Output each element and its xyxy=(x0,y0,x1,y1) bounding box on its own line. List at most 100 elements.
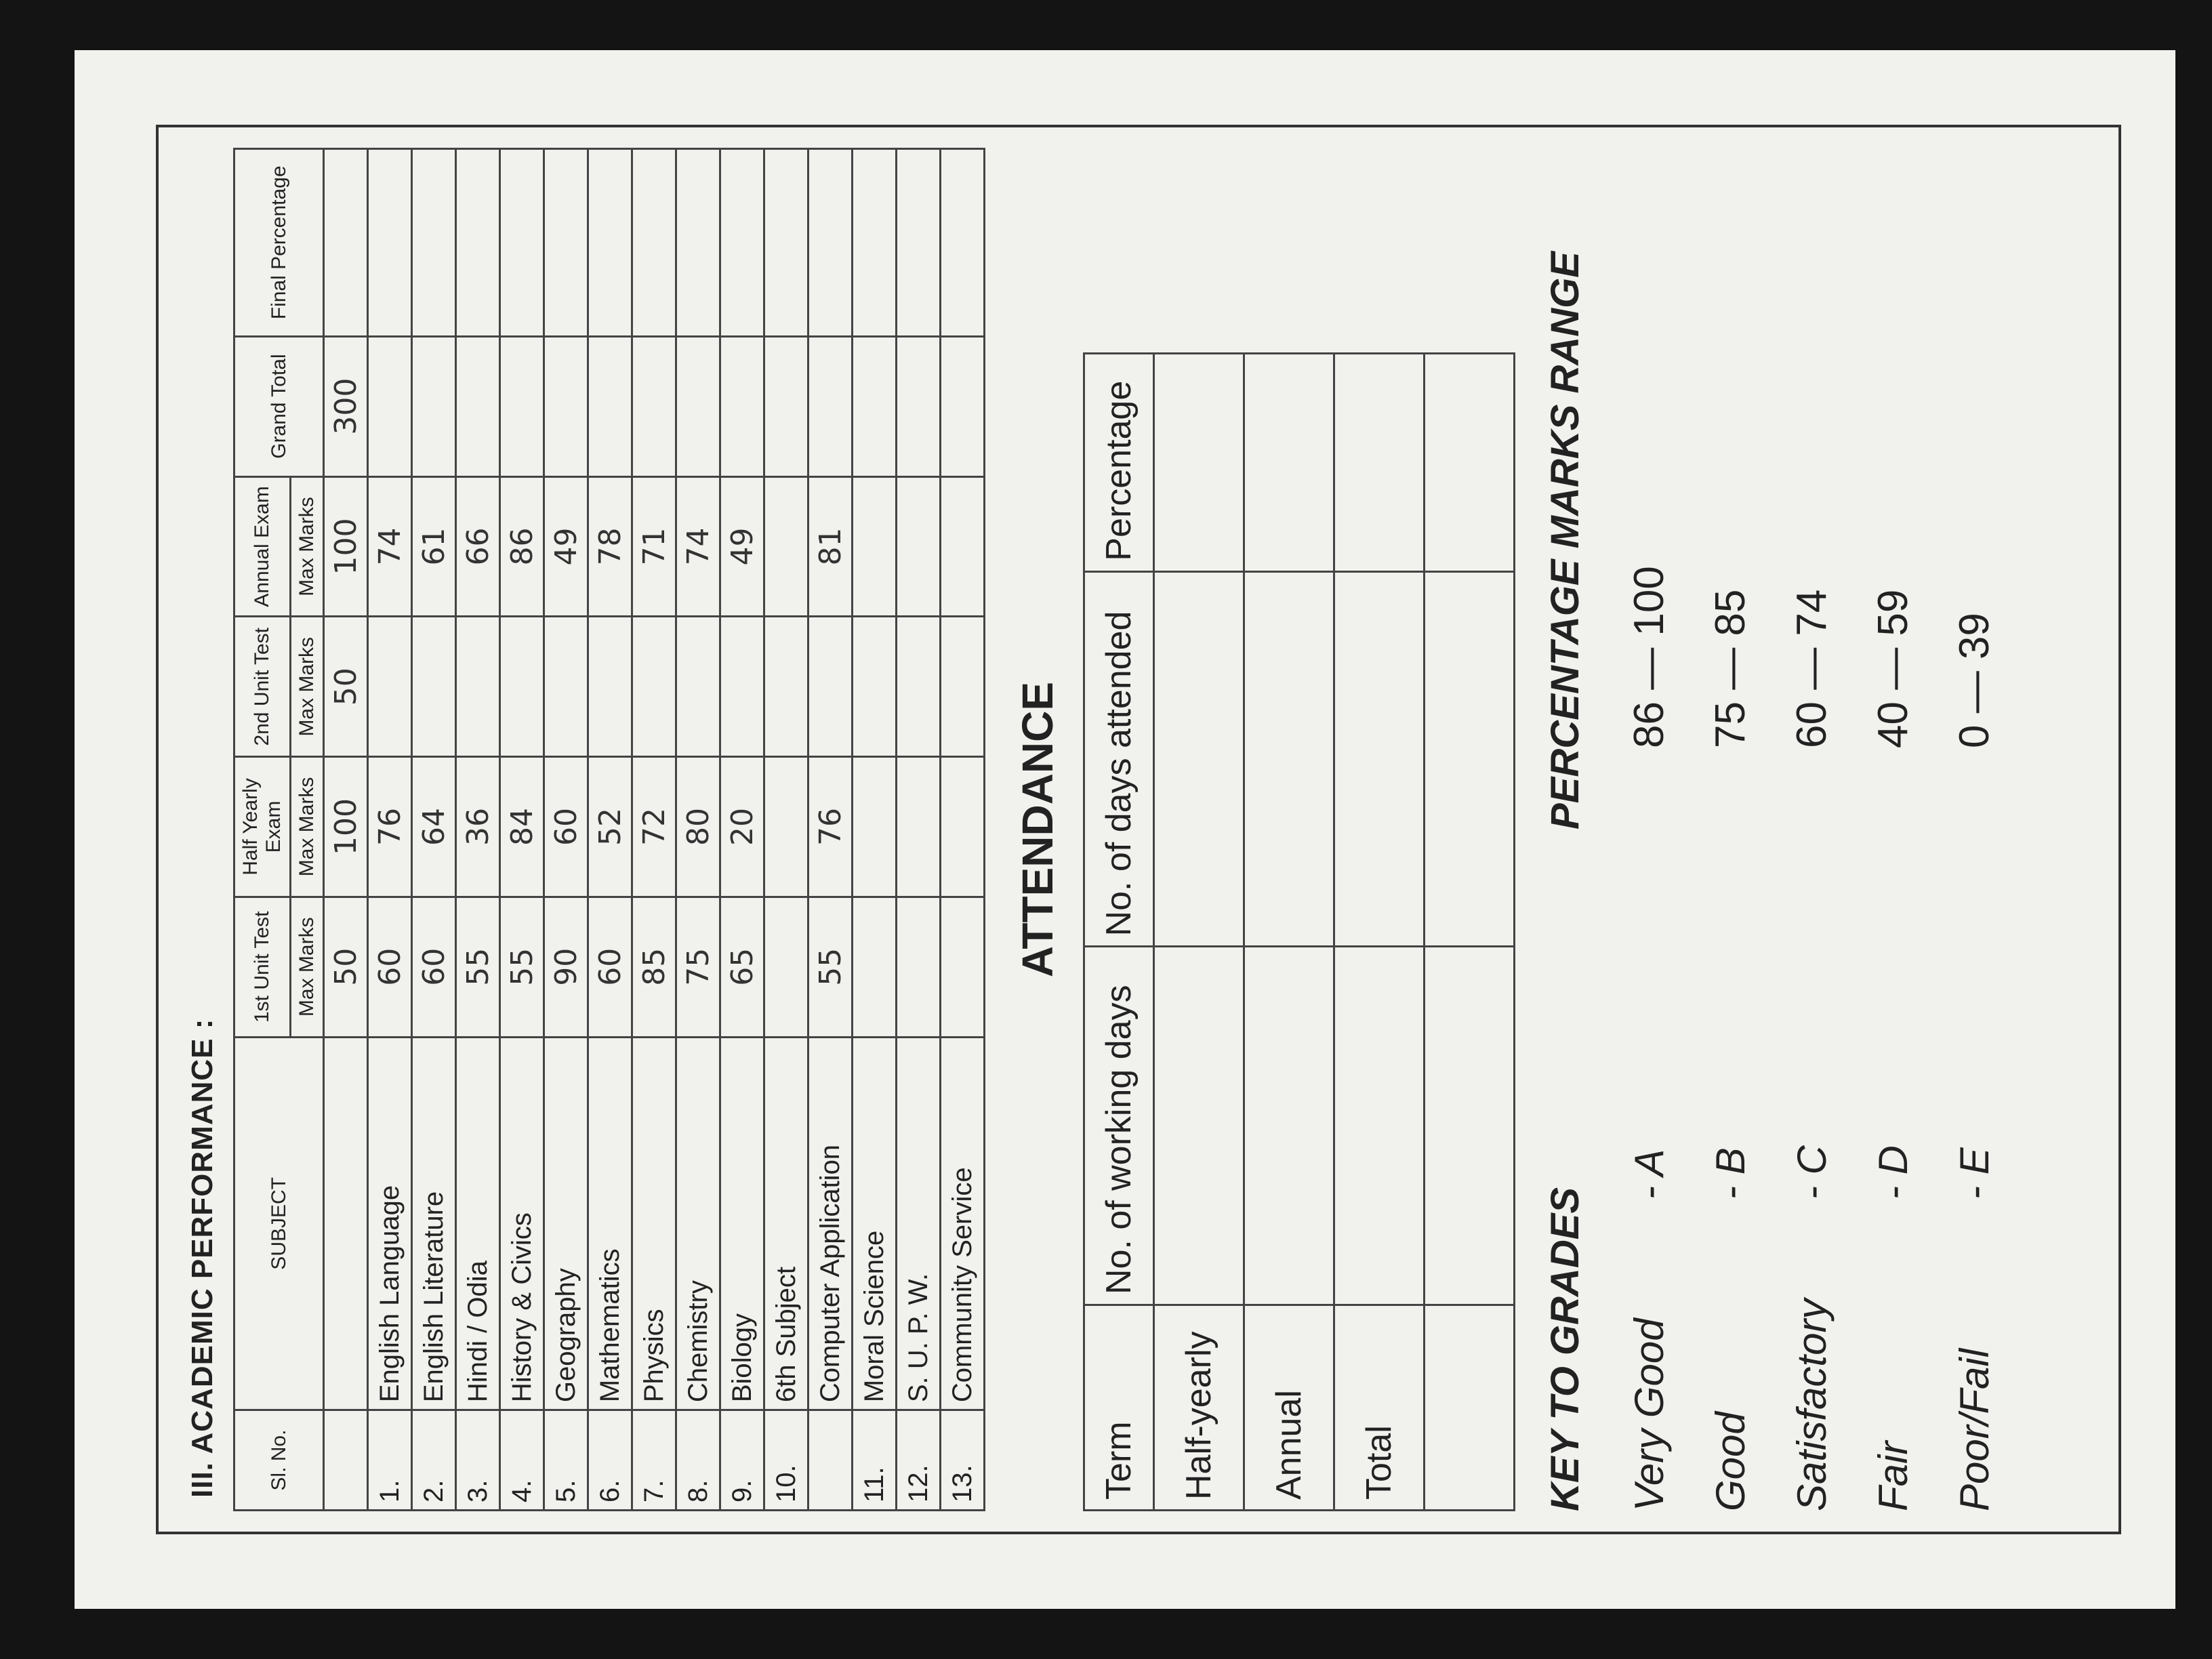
key-title: KEY TO GRADES xyxy=(1543,1187,1587,1511)
range: 60 — 74 xyxy=(1788,589,1835,748)
grade-letter: - C xyxy=(1788,1145,1835,1200)
cell xyxy=(367,616,412,757)
cell xyxy=(940,616,985,757)
mark: 81 xyxy=(808,476,853,617)
blank xyxy=(323,1410,368,1511)
grade-label: Good xyxy=(1707,1412,1753,1511)
column-header: No. of working days xyxy=(1084,946,1154,1305)
range: 40 — 59 xyxy=(1869,589,1917,748)
cell xyxy=(676,148,720,337)
subject-row: 12. S. U. P. W. xyxy=(896,148,941,1511)
cell xyxy=(1244,946,1334,1305)
subject-row: 8. Chemistry 75 80 74 xyxy=(676,148,720,1511)
mark: 71 xyxy=(632,476,676,617)
grade-row: Poor/Fail - E xyxy=(1933,830,2015,1511)
blank xyxy=(323,148,368,337)
cell xyxy=(499,148,544,337)
column-header: Percentage xyxy=(1084,353,1154,572)
report-sheet: III. ACADEMIC PERFORMANCE : Sl. No. SUBJE… xyxy=(75,50,2175,1609)
subject-row: 4. History & Civics 55 84 86 xyxy=(499,148,544,1511)
mark: 49 xyxy=(544,476,588,617)
mark: 60 xyxy=(544,756,588,897)
cell xyxy=(455,336,500,477)
column-header: 2nd Unit Test xyxy=(234,616,291,757)
term: Half-yearly xyxy=(1153,1305,1244,1511)
mark: 60 xyxy=(367,897,412,1038)
subject: Physics xyxy=(632,1037,676,1410)
cell xyxy=(1424,353,1515,572)
subject-row: 5. Geography 90 60 49 xyxy=(544,148,588,1511)
cell xyxy=(544,336,588,477)
term-row: Total xyxy=(1334,353,1425,1511)
section-title: III. ACADEMIC PERFORMANCE : xyxy=(186,1018,219,1498)
grade-column: KEY TO GRADES Very Good - A Good - B Satisfac… xyxy=(1542,830,2015,1511)
cell xyxy=(1334,571,1425,947)
serial-no: 6. xyxy=(588,1410,632,1511)
grade-label: Very Good xyxy=(1626,1318,1672,1511)
cell xyxy=(1424,1305,1515,1511)
cell xyxy=(764,616,808,757)
cell xyxy=(896,336,941,477)
subject: S. U. P. W. xyxy=(896,1037,941,1410)
subject: Geography xyxy=(544,1037,588,1410)
cell xyxy=(1334,353,1425,572)
range-row: 75 — 85 xyxy=(1689,148,1771,830)
frame: III. ACADEMIC PERFORMANCE : Sl. No. SUBJE… xyxy=(156,125,2121,1534)
cell xyxy=(676,616,720,757)
cell xyxy=(1334,946,1425,1305)
cell xyxy=(720,148,764,337)
subject-row: 10. 6th Subject xyxy=(764,148,808,1511)
cell xyxy=(1244,353,1334,572)
mark: 52 xyxy=(588,756,632,897)
cell xyxy=(1153,353,1244,572)
range: 86 — 100 xyxy=(1625,566,1673,748)
cell xyxy=(852,476,897,617)
cell xyxy=(764,756,808,897)
serial-no: 1. xyxy=(367,1410,412,1511)
serial-no: 7. xyxy=(632,1410,676,1511)
grade-label: Satisfactory xyxy=(1788,1298,1835,1511)
marks-table: Sl. No. SUBJECT 1st Unit Test Half Yearly E… xyxy=(233,148,985,1511)
column-header: No. of days attended xyxy=(1084,571,1154,947)
range-title: PERCENTAGE MARKS RANGE xyxy=(1543,251,1587,830)
mark: 20 xyxy=(720,756,764,897)
subject-row: 9. Biology 65 20 49 xyxy=(720,148,764,1511)
mark: 61 xyxy=(411,476,456,617)
cell xyxy=(411,616,456,757)
column-header: Final Percentage xyxy=(234,148,324,337)
serial-no: 8. xyxy=(676,1410,720,1511)
subject-row: 13. Community Service xyxy=(940,148,985,1511)
cell xyxy=(940,897,985,1038)
cell xyxy=(588,148,632,337)
cell xyxy=(676,336,720,477)
attendance-title: ATTENDANCE xyxy=(1013,681,1062,978)
range-column: PERCENTAGE MARKS RANGE 86 — 100 75 — 85 60 … xyxy=(1542,148,2015,830)
cell xyxy=(455,616,500,757)
mark: 86 xyxy=(499,476,544,617)
blank xyxy=(808,1410,853,1511)
subject: Community Service xyxy=(940,1037,985,1410)
cell xyxy=(367,148,412,337)
range-row: 86 — 100 xyxy=(1608,148,1689,830)
subject-detail: Computer Application xyxy=(808,1037,853,1410)
cell xyxy=(896,756,941,897)
subject: 6th Subject xyxy=(764,1037,808,1410)
mark: 66 xyxy=(455,476,500,617)
max-marks: 300 xyxy=(323,336,368,477)
cell xyxy=(1153,946,1244,1305)
cell xyxy=(632,336,676,477)
subject-row: 1. English Language 60 76 74 xyxy=(367,148,412,1511)
column-header: Annual Exam xyxy=(234,476,291,617)
serial-no: 4. xyxy=(499,1410,544,1511)
serial-no: 11. xyxy=(852,1410,897,1511)
mark: 55 xyxy=(455,897,500,1038)
cell xyxy=(764,148,808,337)
cell xyxy=(896,616,941,757)
cell xyxy=(1424,571,1515,947)
cell xyxy=(632,616,676,757)
cell xyxy=(499,336,544,477)
mark: 76 xyxy=(808,756,853,897)
cell xyxy=(1424,946,1515,1305)
subject: Biology xyxy=(720,1037,764,1410)
